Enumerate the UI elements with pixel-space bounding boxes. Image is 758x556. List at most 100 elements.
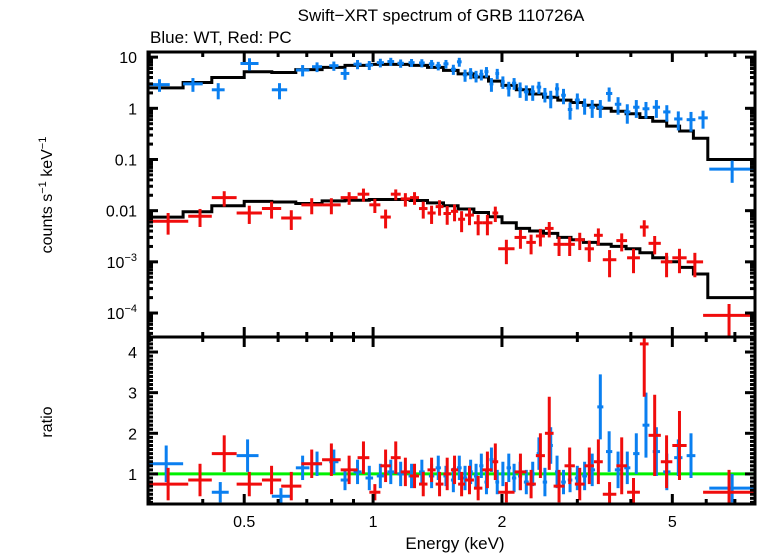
data-point-pc (544, 396, 554, 470)
data-point-wt (511, 78, 517, 90)
data-point-pc (301, 449, 323, 478)
data-point-wt (211, 482, 229, 503)
data-point-pc (450, 455, 459, 485)
data-point-pc (648, 235, 661, 255)
data-point-wt (530, 85, 536, 101)
data-point-pc (672, 248, 687, 274)
data-point-wt (387, 57, 395, 67)
data-point-wt (663, 105, 671, 122)
data-point-wt (674, 111, 683, 131)
data-point-pc (526, 234, 536, 255)
data-point-wt (479, 453, 484, 478)
data-point-pc (574, 232, 585, 251)
data-point-pc (261, 465, 282, 495)
data-point-wt (652, 100, 661, 118)
data-point-pc (369, 198, 381, 214)
data-point-wt (443, 59, 449, 69)
y-tick-label: 1 (128, 467, 137, 484)
data-point-pc (281, 471, 302, 501)
data-point-wt (271, 488, 291, 504)
data-point-wt (397, 461, 404, 487)
data-point-pc (514, 453, 527, 491)
data-point-wt (561, 469, 566, 495)
data-point-wt (506, 81, 512, 97)
data-point-wt (240, 58, 259, 71)
data-point-wt (435, 61, 441, 71)
data-point-pc (340, 192, 358, 205)
data-point-wt (501, 461, 505, 487)
data-point-pc (584, 447, 594, 485)
data-point-wt (574, 93, 580, 110)
data-point-wt (554, 83, 560, 97)
data-point-pc (357, 188, 370, 202)
data-point-wt (376, 58, 384, 68)
data-point-pc (672, 410, 687, 481)
data-point-wt (709, 160, 755, 183)
data-point-pc (482, 214, 493, 236)
data-point-wt (597, 374, 604, 440)
data-point-wt (506, 453, 512, 483)
data-point-pc (410, 463, 419, 489)
data-point-pc (357, 441, 370, 474)
data-point-pc (627, 477, 640, 504)
data-point-pc (148, 467, 189, 501)
data-point-wt (495, 68, 500, 80)
data-point-pc (616, 437, 628, 495)
data-point-pc (188, 463, 212, 497)
data-point-wt (183, 78, 203, 92)
data-point-pc (535, 433, 545, 478)
data-point-wt (149, 445, 184, 483)
data-point-wt (542, 467, 548, 497)
data-point-wt (542, 87, 548, 103)
data-point-wt (456, 455, 462, 481)
data-point-wt (376, 463, 384, 489)
data-point-wt (473, 70, 479, 83)
data-point-pc (418, 201, 428, 219)
data-point-wt (642, 392, 650, 458)
data-point-pc (492, 443, 499, 481)
data-point-pc (593, 439, 603, 485)
x-tick-label: 1 (369, 514, 378, 531)
data-point-pc (322, 198, 341, 215)
data-point-pc (427, 205, 436, 224)
data-point-wt (484, 67, 489, 78)
data-point-pc (236, 471, 262, 497)
y-tick-label: 2 (128, 426, 137, 443)
data-point-pc (390, 441, 401, 474)
data-point-wt (479, 69, 484, 81)
data-point-pc (686, 252, 704, 278)
data-point-pc (380, 209, 391, 229)
data-point-pc (602, 250, 617, 278)
data-point-wt (387, 459, 395, 485)
data-point-wt (236, 439, 259, 472)
data-point-wt (642, 101, 650, 119)
chart-subtitle: Blue: WT, Red: PC (150, 28, 292, 47)
data-point-wt (340, 68, 350, 80)
data-point-wt (418, 59, 425, 68)
data-point-wt (624, 104, 631, 124)
y-tick-label: 4 (128, 345, 137, 362)
data-point-pc (660, 252, 673, 278)
data-point-wt (589, 100, 596, 118)
data-point-pc (465, 208, 474, 226)
data-point-pc (498, 482, 515, 503)
y-tick-label: 10 (119, 50, 137, 67)
data-point-pc (400, 457, 411, 487)
data-point-pc (301, 198, 323, 215)
data-point-pc (564, 236, 575, 257)
data-point-pc (380, 449, 391, 483)
data-point-wt (489, 447, 494, 472)
data-point-pc (514, 229, 527, 249)
data-point-wt (536, 81, 542, 95)
data-point-wt (295, 65, 310, 77)
x-tick-label: 2 (498, 514, 507, 531)
data-point-pc (148, 213, 189, 235)
data-point-wt (329, 61, 339, 71)
data-point-wt (353, 459, 362, 485)
data-point-pc (703, 469, 755, 504)
data-point-wt (397, 59, 404, 68)
data-point-pc (450, 204, 459, 222)
data-point-pc (443, 457, 451, 491)
data-point-pc (390, 189, 401, 201)
data-point-pc (443, 206, 451, 225)
